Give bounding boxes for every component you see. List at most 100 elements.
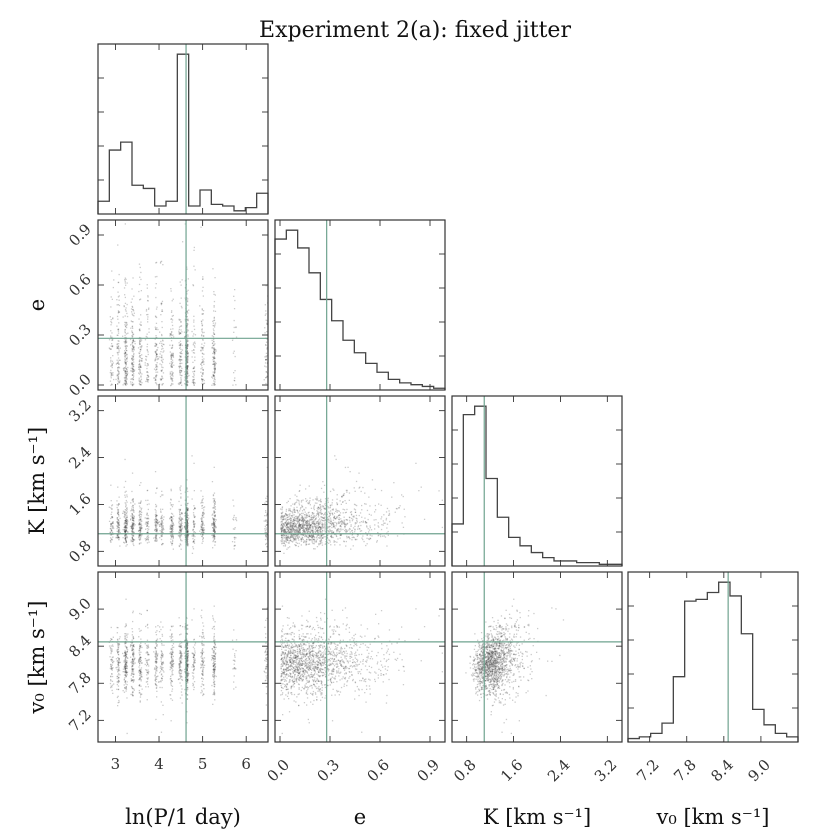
sample-point (320, 511, 322, 513)
sample-point (214, 379, 216, 381)
sample-point (126, 360, 128, 362)
sample-point (146, 512, 148, 514)
sample-point (110, 534, 112, 536)
sample-point (187, 536, 189, 538)
sample-point (171, 534, 174, 536)
sample-point (184, 526, 186, 528)
sample-point (181, 521, 183, 523)
sample-point (118, 281, 120, 284)
sample-point (124, 338, 126, 340)
sample-point (125, 518, 127, 520)
sample-point (318, 500, 320, 502)
sample-point (139, 338, 142, 340)
sample-point (131, 384, 134, 387)
sample-point (131, 374, 133, 376)
sample-point (160, 517, 162, 520)
sample-point (212, 344, 215, 346)
sample-point (186, 504, 188, 506)
sample-point (320, 506, 322, 508)
sample-point (139, 359, 141, 361)
sample-point (213, 538, 215, 540)
sample-point (170, 516, 173, 518)
sample-point (126, 383, 128, 385)
sample-point (202, 373, 204, 376)
sample-point (131, 355, 133, 357)
sample-point (118, 366, 120, 368)
sample-point (140, 324, 142, 326)
sample-point (126, 681, 128, 683)
sample-point (285, 510, 287, 512)
sample-point (186, 268, 188, 270)
sample-point (138, 356, 141, 358)
sample-point (160, 520, 163, 522)
sample-point (170, 358, 173, 360)
sample-point (117, 370, 119, 372)
sample-point (200, 523, 203, 525)
sample-point (265, 524, 268, 526)
sample-point (388, 510, 390, 512)
sample-point (186, 367, 188, 370)
sample-point (342, 512, 344, 514)
sample-point (192, 541, 194, 543)
sample-point (181, 331, 183, 333)
sample-point (387, 530, 389, 533)
sample-point (131, 508, 133, 510)
sample-point (298, 523, 301, 525)
sample-point (317, 513, 319, 515)
sample-point (126, 496, 128, 498)
sample-point (186, 367, 188, 369)
sample-point (156, 528, 158, 530)
sample-point (139, 336, 141, 339)
sample-point (213, 349, 216, 352)
sample-point (283, 534, 285, 537)
sample-point (126, 373, 128, 376)
sample-point (213, 529, 215, 531)
sample-point (131, 306, 134, 308)
sample-point (329, 514, 331, 517)
sample-point (201, 514, 204, 516)
sample-point (110, 377, 112, 379)
sample-point (170, 334, 172, 336)
sample-point (125, 307, 127, 309)
sample-point (124, 361, 126, 363)
sample-point (124, 534, 126, 536)
sample-point (125, 381, 127, 383)
sample-point (111, 516, 113, 518)
sample-point (211, 522, 213, 525)
sample-point (401, 522, 403, 524)
sample-point (321, 517, 324, 519)
sample-point (132, 498, 134, 500)
sample-point (310, 516, 312, 518)
sample-point (155, 262, 157, 264)
sample-point (377, 535, 379, 537)
sample-point (125, 539, 127, 541)
sample-point (132, 378, 135, 381)
sample-point (192, 382, 195, 385)
sample-point (161, 524, 163, 526)
sample-point (202, 319, 204, 321)
sample-point (171, 542, 173, 545)
sample-point (264, 532, 266, 534)
sample-point (212, 535, 214, 537)
sample-point (214, 518, 216, 520)
sample-point (131, 362, 133, 364)
sample-point (162, 529, 164, 531)
sample-point (327, 499, 329, 501)
sample-point (320, 541, 322, 543)
sample-point (293, 534, 295, 536)
sample-point (178, 332, 180, 334)
sample-point (116, 347, 118, 349)
sample-point (265, 519, 267, 521)
sample-point (202, 368, 204, 371)
sample-point (186, 347, 188, 350)
sample-point (155, 366, 157, 368)
sample-point (124, 294, 126, 296)
sample-point (154, 382, 157, 384)
sample-point (385, 511, 388, 513)
sample-point (172, 524, 175, 526)
sample-point (186, 538, 188, 540)
sample-point (155, 365, 157, 368)
sample-point (180, 512, 183, 514)
sample-point (264, 502, 266, 504)
sample-point (124, 537, 126, 539)
